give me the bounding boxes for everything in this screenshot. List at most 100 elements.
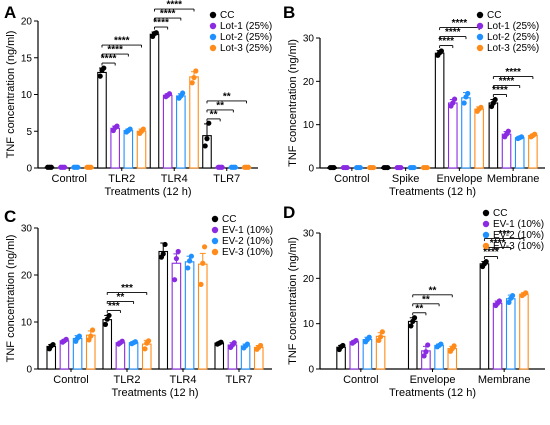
- data-point: [201, 244, 208, 250]
- bar: [528, 134, 538, 169]
- legend-label: EV-1 (10%): [493, 219, 544, 230]
- data-point: [370, 164, 377, 171]
- data-point: [218, 339, 224, 345]
- data-point: [198, 281, 204, 287]
- chart-panel-b: B 0 10 20 30 TNF concentration (ng/ml) Treatme…: [283, 3, 545, 198]
- panel-letter: A: [4, 3, 16, 22]
- data-point: [101, 65, 107, 71]
- bar: [176, 95, 186, 169]
- data-point: [75, 164, 81, 170]
- y-tick-label: 20: [303, 274, 315, 285]
- chart-panel-a: A 0 5 10 15 20 TNF concentration (ng/ml) Treatm…: [4, 0, 272, 198]
- data-point: [142, 346, 148, 352]
- data-point: [425, 342, 431, 348]
- significance-label: ****: [153, 18, 169, 29]
- data-point: [331, 164, 337, 171]
- significance-label: ****: [107, 45, 123, 56]
- data-point: [48, 164, 54, 170]
- bar: [349, 341, 360, 370]
- data-point: [496, 298, 502, 304]
- data-point: [88, 333, 94, 339]
- data-point: [188, 253, 194, 259]
- legend-marker: [209, 44, 217, 52]
- legend-marker: [476, 11, 484, 19]
- legend-label: CC: [220, 10, 234, 21]
- y-tick-label: 20: [303, 77, 315, 88]
- significance-label: ****: [438, 36, 454, 47]
- data-point: [193, 68, 199, 74]
- y-tick-label: 30: [21, 224, 33, 235]
- bar: [128, 342, 139, 370]
- data-point: [162, 241, 168, 248]
- bar: [505, 298, 516, 370]
- data-point: [88, 164, 94, 170]
- x-tick-label: Envelope: [436, 173, 482, 185]
- data-point: [189, 80, 195, 86]
- significance-label: ****: [505, 67, 521, 78]
- data-point: [145, 338, 152, 344]
- data-point: [357, 164, 363, 171]
- data-point: [366, 334, 372, 340]
- significance-label: ***: [121, 283, 133, 294]
- data-point: [200, 260, 206, 266]
- y-tick-label: 15: [21, 53, 33, 64]
- bar: [189, 76, 199, 169]
- data-point: [379, 329, 385, 335]
- significance-label: **: [216, 100, 224, 111]
- bar: [197, 263, 208, 370]
- legend-label: Lot-1 (25%): [220, 21, 272, 32]
- data-point: [175, 248, 181, 255]
- x-tick-label: TLR4: [161, 173, 188, 185]
- bar: [136, 130, 147, 169]
- bar: [102, 319, 113, 370]
- significance-label: **: [422, 294, 430, 305]
- data-point: [505, 128, 511, 134]
- x-tick-label: Control: [334, 173, 369, 185]
- x-tick-label: Control: [53, 374, 88, 386]
- x-tick-label: Control: [343, 374, 378, 386]
- data-point: [204, 136, 210, 142]
- data-point: [461, 100, 467, 106]
- data-point: [423, 349, 429, 355]
- data-point: [106, 312, 112, 319]
- bar: [162, 94, 173, 169]
- bar: [214, 342, 225, 370]
- data-point: [186, 258, 193, 264]
- panel-letter: C: [4, 207, 16, 226]
- data-point: [61, 164, 68, 170]
- data-point: [180, 90, 186, 96]
- data-point: [411, 315, 418, 321]
- legend-marker: [209, 11, 217, 19]
- y-tick-label: 30: [303, 229, 315, 240]
- chart-panel-d: D 0 10 20 30 TNF concentration (ng/ml) Treatme…: [283, 203, 545, 399]
- legend-marker: [482, 242, 490, 250]
- data-point: [173, 255, 180, 262]
- legend-label: CC: [487, 10, 501, 21]
- legend-label: EV-3 (10%): [493, 241, 544, 252]
- x-tick-label: TLR7: [213, 173, 240, 185]
- y-tick-label: 10: [21, 318, 33, 329]
- legend-marker: [209, 22, 217, 30]
- legend-label: CC: [222, 214, 236, 225]
- data-point: [206, 120, 212, 126]
- bar: [492, 302, 503, 370]
- data-point: [438, 341, 444, 347]
- bar: [434, 52, 445, 169]
- data-point: [114, 123, 120, 129]
- data-point: [244, 341, 250, 347]
- data-point: [385, 164, 391, 171]
- panel-letter: D: [283, 203, 295, 222]
- x-tick-label: Membrane: [478, 374, 531, 386]
- data-point: [424, 164, 430, 171]
- data-point: [340, 342, 346, 349]
- data-point: [478, 104, 484, 110]
- x-axis-title: Treatments (12 h): [389, 186, 476, 198]
- data-point: [245, 164, 251, 170]
- data-point: [344, 164, 350, 171]
- data-point: [202, 143, 208, 149]
- significance-label: ****: [492, 85, 508, 96]
- data-point: [483, 258, 489, 265]
- y-tick-label: 5: [26, 127, 32, 138]
- chart-panel-c: C 0 10 20 30 TNF concentration (ng/ml) Treatme…: [4, 207, 273, 399]
